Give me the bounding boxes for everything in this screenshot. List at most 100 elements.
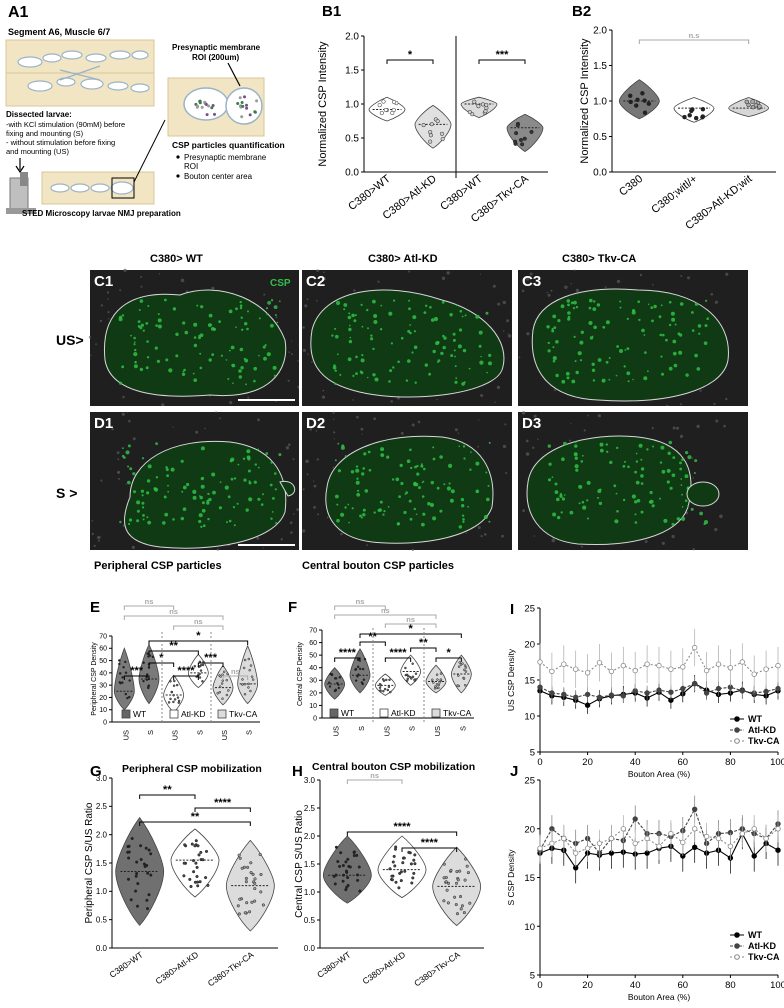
y-tick-label: 15 — [524, 873, 535, 884]
data-point — [518, 137, 524, 143]
data-point — [130, 836, 134, 841]
data-point — [466, 871, 470, 875]
series-point — [596, 660, 603, 666]
csp-signal — [367, 450, 371, 454]
y-tick-label: 3.0 — [96, 774, 108, 783]
csp-signal — [632, 378, 634, 381]
data-point — [145, 673, 149, 676]
csp-signal — [644, 351, 647, 354]
csp-signal — [172, 518, 175, 521]
dissected-line-4: and mounting (US) — [6, 147, 69, 156]
y-tick-label: 20 — [524, 824, 535, 835]
y-tick-label: 5 — [530, 748, 535, 759]
csp-signal — [623, 365, 626, 368]
data-point — [243, 911, 247, 915]
data-point — [377, 103, 382, 108]
series-point — [620, 826, 626, 832]
background-noise — [90, 354, 92, 357]
y-tick-label: 1.5 — [96, 859, 108, 868]
data-point — [431, 678, 434, 682]
csp-signal — [270, 299, 274, 302]
csp-signal — [334, 327, 337, 330]
series-point — [775, 826, 781, 832]
series-point — [763, 688, 769, 695]
background-noise — [326, 516, 329, 519]
bouton-outline — [325, 435, 494, 544]
csp-particle — [213, 112, 216, 116]
series-point — [584, 691, 591, 698]
background-noise — [204, 427, 206, 430]
y-tick-label: 15 — [524, 676, 535, 687]
data-point — [356, 675, 359, 678]
csp-signal — [133, 364, 138, 369]
data-point — [381, 99, 386, 104]
significance-bracket — [123, 605, 175, 610]
data-point — [172, 693, 175, 697]
csp-signal — [348, 327, 352, 332]
data-point — [173, 679, 176, 683]
csp-signal — [422, 512, 426, 516]
series-point — [573, 666, 579, 672]
csp-particle — [204, 103, 208, 106]
background-noise — [691, 457, 694, 460]
dissected-title: Dissected larvae: — [6, 110, 72, 119]
background-noise — [502, 330, 505, 332]
data-point — [177, 699, 181, 703]
category-label: S — [146, 730, 155, 735]
data-point — [392, 854, 396, 858]
csp-signal — [398, 495, 401, 498]
series-point — [763, 835, 769, 842]
csp-signal — [145, 366, 149, 370]
data-point — [127, 856, 131, 860]
series-point — [668, 830, 674, 837]
csp-signal — [706, 317, 709, 320]
csp-signal — [393, 299, 396, 302]
background-noise — [533, 535, 536, 537]
category-label: S — [357, 726, 366, 731]
csp-signal — [458, 445, 460, 448]
csp-signal — [616, 510, 619, 513]
csp-signal — [667, 451, 671, 455]
background-noise — [532, 446, 535, 449]
csp-signal — [553, 326, 557, 329]
csp-signal — [138, 309, 141, 311]
csp-signal — [616, 345, 619, 348]
series-point — [692, 680, 698, 687]
csp-signal — [580, 460, 584, 463]
csp-signal — [230, 457, 235, 462]
legend-marker — [734, 943, 740, 949]
csp-signal — [406, 459, 411, 463]
csp-signal — [156, 359, 160, 363]
csp-signal — [246, 327, 249, 331]
csp-signal — [640, 510, 644, 514]
panel-label-a1: A1 — [8, 4, 29, 21]
background-noise — [93, 544, 96, 547]
csp-signal — [210, 323, 213, 326]
csp-signal — [599, 488, 602, 491]
background-noise — [305, 459, 309, 464]
significance-label: ** — [419, 637, 428, 649]
data-point — [128, 679, 131, 682]
csp-signal — [155, 442, 158, 445]
csp-signal — [424, 363, 428, 367]
data-point — [429, 122, 434, 127]
background-noise — [644, 540, 648, 543]
csp-signal — [462, 518, 465, 521]
data-point — [439, 678, 443, 681]
background-noise — [302, 326, 305, 329]
csp-signal — [241, 328, 244, 331]
data-point — [169, 697, 172, 701]
data-point — [381, 678, 385, 681]
csp-signal — [599, 448, 604, 453]
csp-signal — [442, 334, 445, 338]
csp-signal — [413, 481, 417, 486]
significance-label: n.s — [689, 31, 700, 40]
data-point — [204, 876, 208, 880]
data-point — [246, 865, 250, 869]
csp-signal — [167, 490, 170, 493]
data-point — [413, 862, 417, 866]
background-noise — [361, 433, 363, 435]
csp-signal — [133, 343, 136, 346]
chart-title: Central bouton CSP mobilization — [312, 761, 475, 773]
csp-signal — [464, 314, 467, 317]
